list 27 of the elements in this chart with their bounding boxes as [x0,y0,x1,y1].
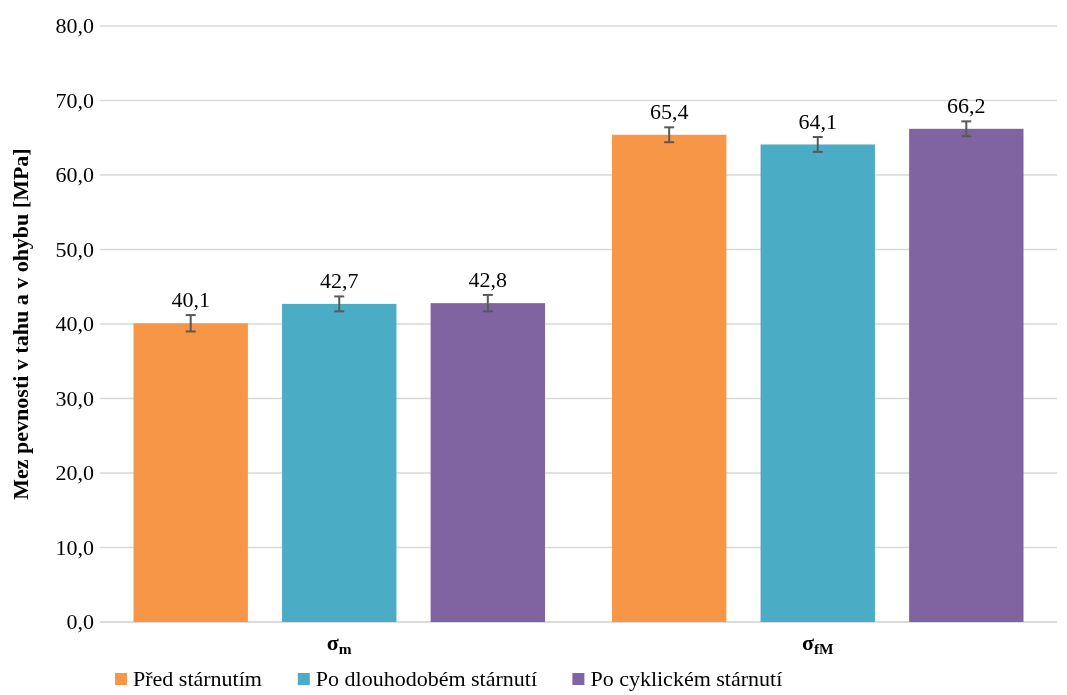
data-label: 42,7 [320,268,359,294]
y-tick-label: 30,0 [55,385,94,411]
data-label: 40,1 [171,287,210,313]
bar [430,303,546,622]
y-tick-label: 0,0 [66,609,94,634]
data-label: 66,2 [947,93,986,119]
y-tick-label: 40,0 [55,311,94,336]
bar [282,303,397,622]
y-tick-label: 50,0 [55,236,94,262]
x-tick-label: σ$_{m}$ [326,630,352,657]
y-tick-label: 10,0 [55,534,94,560]
y-axis-title: Mez pevnosti v tahu a v ohybu [MPa] [8,148,33,500]
y-tick-label: 80,0 [55,13,94,38]
bar [133,323,248,622]
bar [909,128,1024,622]
y-tick-label: 70,0 [55,87,94,113]
data-label: 65,4 [649,99,689,125]
y-tick-label: 60,0 [55,162,94,187]
data-label: 64,1 [798,109,837,135]
x-tick-label: σ$_{fM}$ [801,630,835,657]
data-label: 42,8 [468,266,508,292]
y-tick-label: 20,0 [55,460,94,485]
bar [760,144,875,622]
legend-label: Po dlouhodobém stárnutí [315,666,538,691]
legend-label: Po cyklickém stárnutí [590,666,783,691]
legend-label: Před stárnutím [133,666,262,691]
bar [612,134,727,622]
